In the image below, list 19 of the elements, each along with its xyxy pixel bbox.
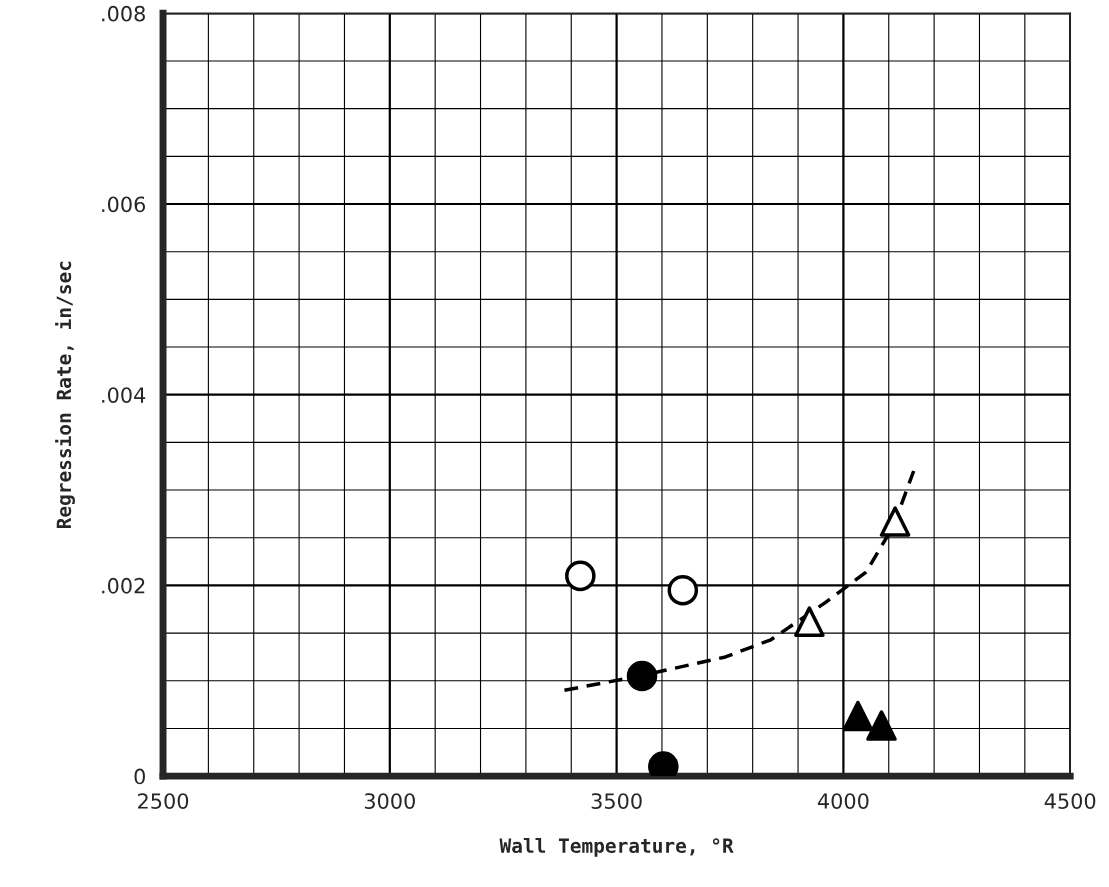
point <box>842 700 874 732</box>
x-tick-label: 2500 <box>138 793 189 809</box>
point <box>866 710 897 741</box>
point <box>565 560 596 592</box>
x-axis-title: Wall Temperature, °R <box>499 837 734 857</box>
y-tick-label: .002 <box>102 577 145 594</box>
y-tick-label: .006 <box>102 196 146 213</box>
point <box>626 660 658 692</box>
y-axis-title: Regression Rate, in/sec <box>55 261 75 529</box>
x-tick-label: 3500 <box>591 793 642 809</box>
y-tick-label: .008 <box>102 5 145 22</box>
y-tick-label: 0 <box>134 768 145 785</box>
point <box>667 574 699 606</box>
x-tick-label: 4000 <box>817 793 869 809</box>
x-tick-label: 3000 <box>364 793 415 809</box>
point <box>879 506 911 537</box>
x-tick-label: 4500 <box>1044 793 1096 809</box>
point <box>794 606 825 637</box>
y-tick-label: .004 <box>102 387 146 403</box>
